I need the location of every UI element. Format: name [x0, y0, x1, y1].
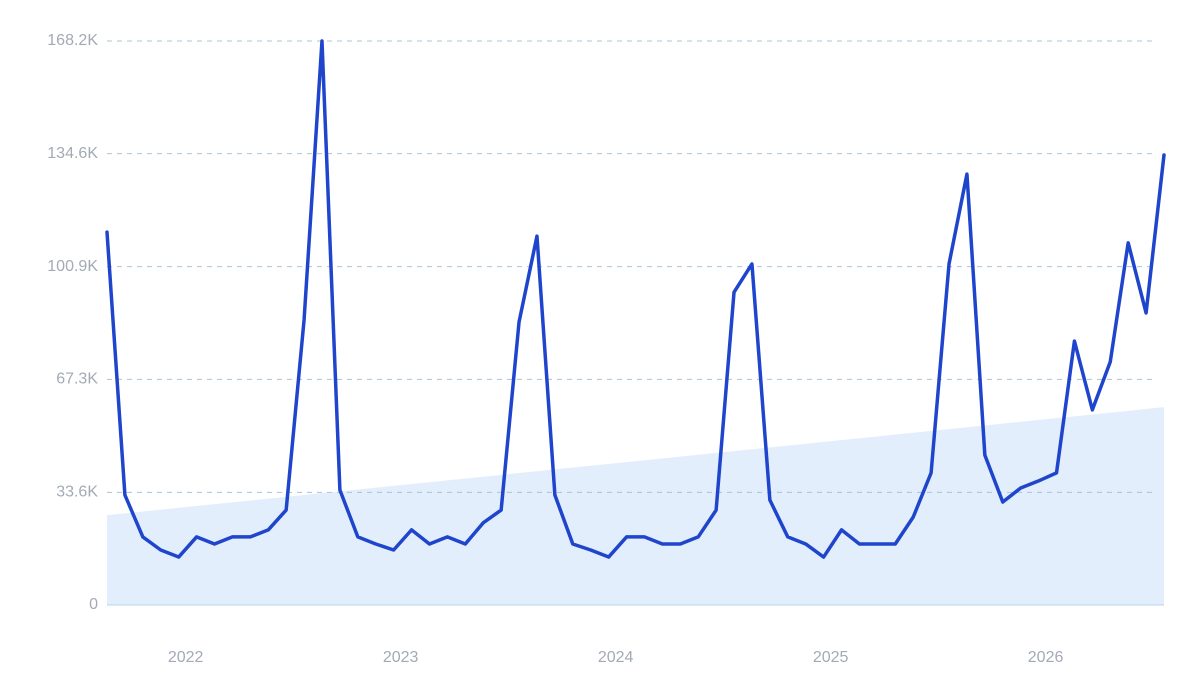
y-tick-label: 33.6K	[56, 484, 98, 501]
x-tick-label: 2025	[813, 649, 849, 666]
y-tick-label: 0	[89, 596, 98, 613]
x-tick-label: 2022	[168, 649, 204, 666]
y-tick-label: 134.6K	[47, 145, 98, 162]
y-tick-label: 67.3K	[56, 371, 98, 388]
trend-area	[107, 407, 1164, 605]
x-tick-label: 2023	[383, 649, 419, 666]
y-tick-label: 168.2K	[47, 32, 98, 49]
data-line	[105, 39, 1166, 559]
x-tick-label: 2024	[598, 649, 634, 666]
y-tick-label: 100.9K	[47, 258, 98, 275]
x-tick-label: 2026	[1028, 649, 1064, 666]
